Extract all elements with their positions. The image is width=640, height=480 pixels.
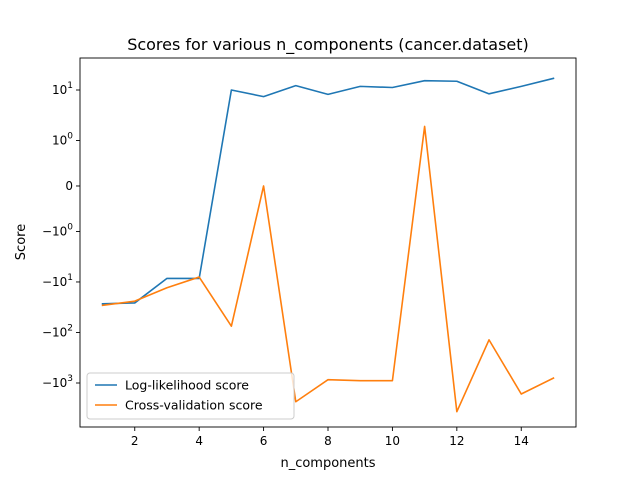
x-tick-label: 14 (514, 434, 529, 448)
plot-area: 2 4 6 8 10 12 14 101 100 0 −100 −101 −102 −103 (42, 57, 577, 448)
x-tick-label: 10 (385, 434, 400, 448)
y-axis-label: Score (14, 224, 29, 260)
chart-title: Scores for various n_components (cancer.… (127, 35, 529, 55)
x-tick-label: 6 (260, 434, 268, 448)
y-tick-label: 101 (52, 81, 73, 97)
series-line-2 (101, 125, 555, 413)
legend: Log-likelihood score Cross-validation sco… (86, 372, 295, 420)
legend-label-2: Cross-validation score (125, 398, 263, 413)
legend-box (86, 372, 295, 420)
x-axis-label: n_components (280, 456, 375, 471)
y-tick-label: −101 (42, 273, 73, 289)
x-tick-label: 4 (195, 434, 203, 448)
x-tick-label: 8 (324, 434, 332, 448)
y-tick-label: 0 (65, 179, 73, 193)
y-tick-label: −100 (42, 222, 73, 238)
legend-label-1: Log-likelihood score (125, 378, 249, 393)
x-tick-label: 2 (131, 434, 139, 448)
y-tick-label: 100 (52, 132, 73, 148)
y-tick-label: −103 (42, 374, 73, 390)
y-tick-label: −102 (42, 323, 73, 339)
x-tick-label: 12 (449, 434, 464, 448)
series-line-1 (101, 77, 555, 305)
